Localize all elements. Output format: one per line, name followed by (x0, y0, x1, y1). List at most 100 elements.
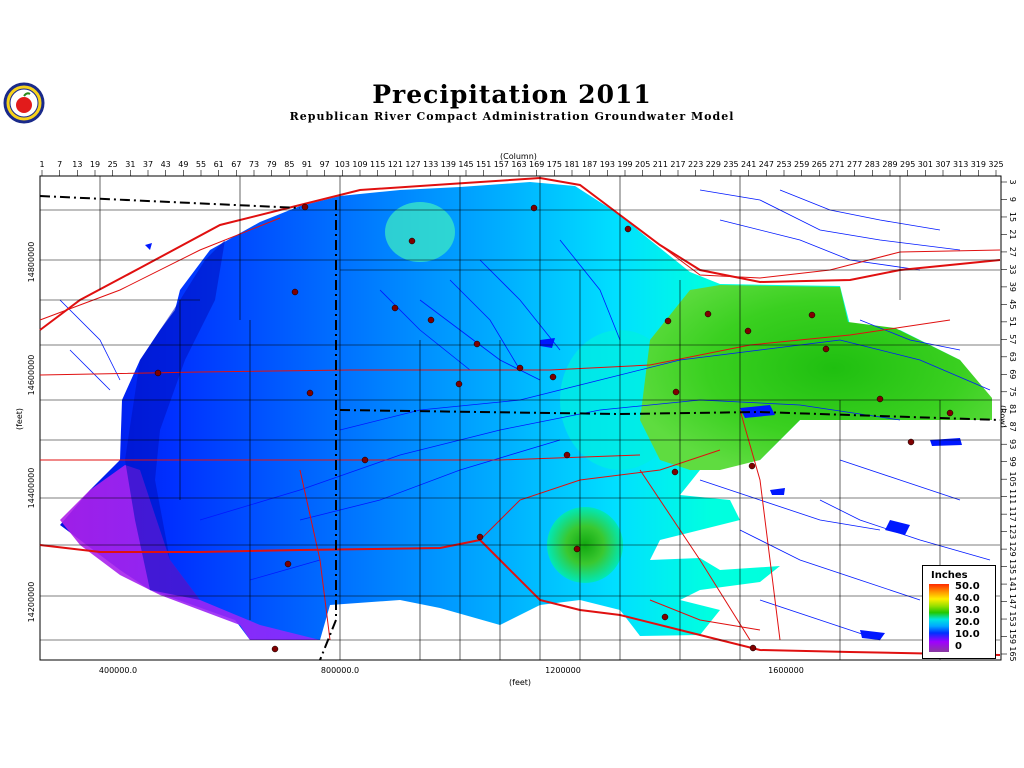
column-tick-label: 289 (882, 160, 897, 169)
column-ticks (41, 170, 997, 176)
row-tick-label: 117 (1008, 507, 1017, 522)
column-tick-label: 73 (249, 160, 259, 169)
column-tick-label: 7 (57, 160, 62, 169)
row-tick-label: 33 (1008, 264, 1017, 274)
legend-color-bar (929, 584, 949, 652)
column-tick-label: 19 (90, 160, 100, 169)
column-tick-label: 97 (320, 160, 330, 169)
row-tick-label: 159 (1008, 629, 1017, 644)
column-tick-label: 169 (529, 160, 544, 169)
column-tick-label: 55 (196, 160, 206, 169)
column-axis-label: (Column) (500, 152, 537, 161)
y-tick-label: 14200000 (27, 582, 36, 623)
x-axis-label: (feet) (509, 678, 532, 687)
column-tick-label: 103 (335, 160, 350, 169)
row-tick-labels: 3915212733394551576369758187939910511111… (1008, 179, 1017, 661)
legend-value: 10.0 (955, 629, 980, 640)
map-title: Precipitation 2011 (372, 80, 652, 109)
column-tick-label: 313 (953, 160, 968, 169)
row-tick-label: 81 (1008, 404, 1017, 414)
row-tick-label: 105 (1008, 472, 1017, 487)
y-tick-label: 14400000 (27, 468, 36, 509)
x-tick-label: 1200000 (545, 666, 581, 675)
column-tick-label: 163 (511, 160, 526, 169)
column-tick-label: 223 (688, 160, 703, 169)
column-tick-label: 151 (476, 160, 491, 169)
row-tick-label: 57 (1008, 334, 1017, 344)
legend-value: 50.0 (955, 581, 980, 592)
row-tick-label: 15 (1008, 212, 1017, 222)
row-tick-label: 9 (1008, 197, 1017, 202)
legend-value: 30.0 (955, 605, 980, 616)
map-subtitle: Republican River Compact Administration … (289, 110, 735, 123)
column-tick-label: 265 (812, 160, 827, 169)
column-tick-label: 211 (653, 160, 668, 169)
column-tick-label: 253 (776, 160, 791, 169)
column-tick-label: 283 (865, 160, 880, 169)
column-tick-label: 325 (988, 160, 1003, 169)
row-tick-label: 21 (1008, 229, 1017, 239)
column-tick-label: 247 (759, 160, 774, 169)
column-tick-labels: 1 7 13 19 25 31 37 43 49 55 61 67 73 79 85 91 97 103 109 11… (39, 160, 1003, 169)
column-tick-label: 145 (458, 160, 473, 169)
column-tick-label: 25 (108, 160, 118, 169)
column-tick-label: 229 (706, 160, 721, 169)
row-ticks (1001, 181, 1007, 655)
row-tick-label: 39 (1008, 282, 1017, 292)
legend-value: 0 (955, 641, 962, 652)
column-tick-label: 31 (125, 160, 135, 169)
column-tick-label: 271 (829, 160, 844, 169)
row-tick-label: 69 (1008, 369, 1017, 379)
row-tick-label: 93 (1008, 439, 1017, 449)
y-tick-label: 14800000 (27, 242, 36, 283)
column-tick-label: 133 (423, 160, 438, 169)
column-tick-label: 115 (370, 160, 385, 169)
column-tick-label: 127 (405, 160, 420, 169)
column-tick-label: 139 (441, 160, 456, 169)
column-tick-label: 199 (617, 160, 632, 169)
row-tick-label: 27 (1008, 247, 1017, 257)
column-tick-label: 241 (741, 160, 756, 169)
column-tick-label: 205 (635, 160, 650, 169)
row-tick-label: 111 (1008, 489, 1017, 504)
column-tick-label: 37 (143, 160, 153, 169)
row-tick-label: 123 (1008, 524, 1017, 539)
row-tick-label: 3 (1008, 179, 1017, 184)
column-tick-label: 193 (600, 160, 615, 169)
row-tick-label: 45 (1008, 299, 1017, 309)
legend-title: Inches (931, 570, 968, 581)
row-tick-label: 99 (1008, 457, 1017, 467)
column-tick-label: 319 (971, 160, 986, 169)
column-tick-label: 43 (161, 160, 171, 169)
column-tick-label: 121 (388, 160, 403, 169)
column-tick-label: 157 (494, 160, 509, 169)
apple-seal-logo-icon (3, 82, 45, 124)
row-tick-label: 165 (1008, 646, 1017, 661)
y-tick-label: 14600000 (27, 355, 36, 396)
row-tick-label: 153 (1008, 611, 1017, 626)
row-tick-label: 87 (1008, 422, 1017, 432)
county-boundaries (40, 176, 1000, 660)
row-tick-label: 75 (1008, 387, 1017, 397)
column-tick-label: 175 (547, 160, 562, 169)
x-tick-label: 800000.0 (321, 666, 359, 675)
row-tick-label: 129 (1008, 541, 1017, 556)
column-tick-label: 79 (267, 160, 277, 169)
column-tick-label: 1 (39, 160, 44, 169)
column-tick-label: 217 (670, 160, 685, 169)
y-tick-labels: 14800000 14600000 14400000 14200000 (27, 242, 36, 623)
column-tick-label: 67 (231, 160, 241, 169)
row-tick-label: 141 (1008, 576, 1017, 591)
row-tick-label: 63 (1008, 352, 1017, 362)
column-tick-label: 109 (352, 160, 367, 169)
column-tick-label: 307 (935, 160, 950, 169)
legend: Inches 50.0 40.0 30.0 20.0 10.0 0 (922, 565, 996, 659)
column-tick-label: 49 (178, 160, 188, 169)
column-tick-label: 181 (564, 160, 579, 169)
state-boundaries (39, 195, 1001, 661)
purple-zone (60, 465, 320, 640)
x-tick-label: 1600000 (768, 666, 804, 675)
green-zone (640, 285, 992, 470)
column-tick-label: 295 (900, 160, 915, 169)
